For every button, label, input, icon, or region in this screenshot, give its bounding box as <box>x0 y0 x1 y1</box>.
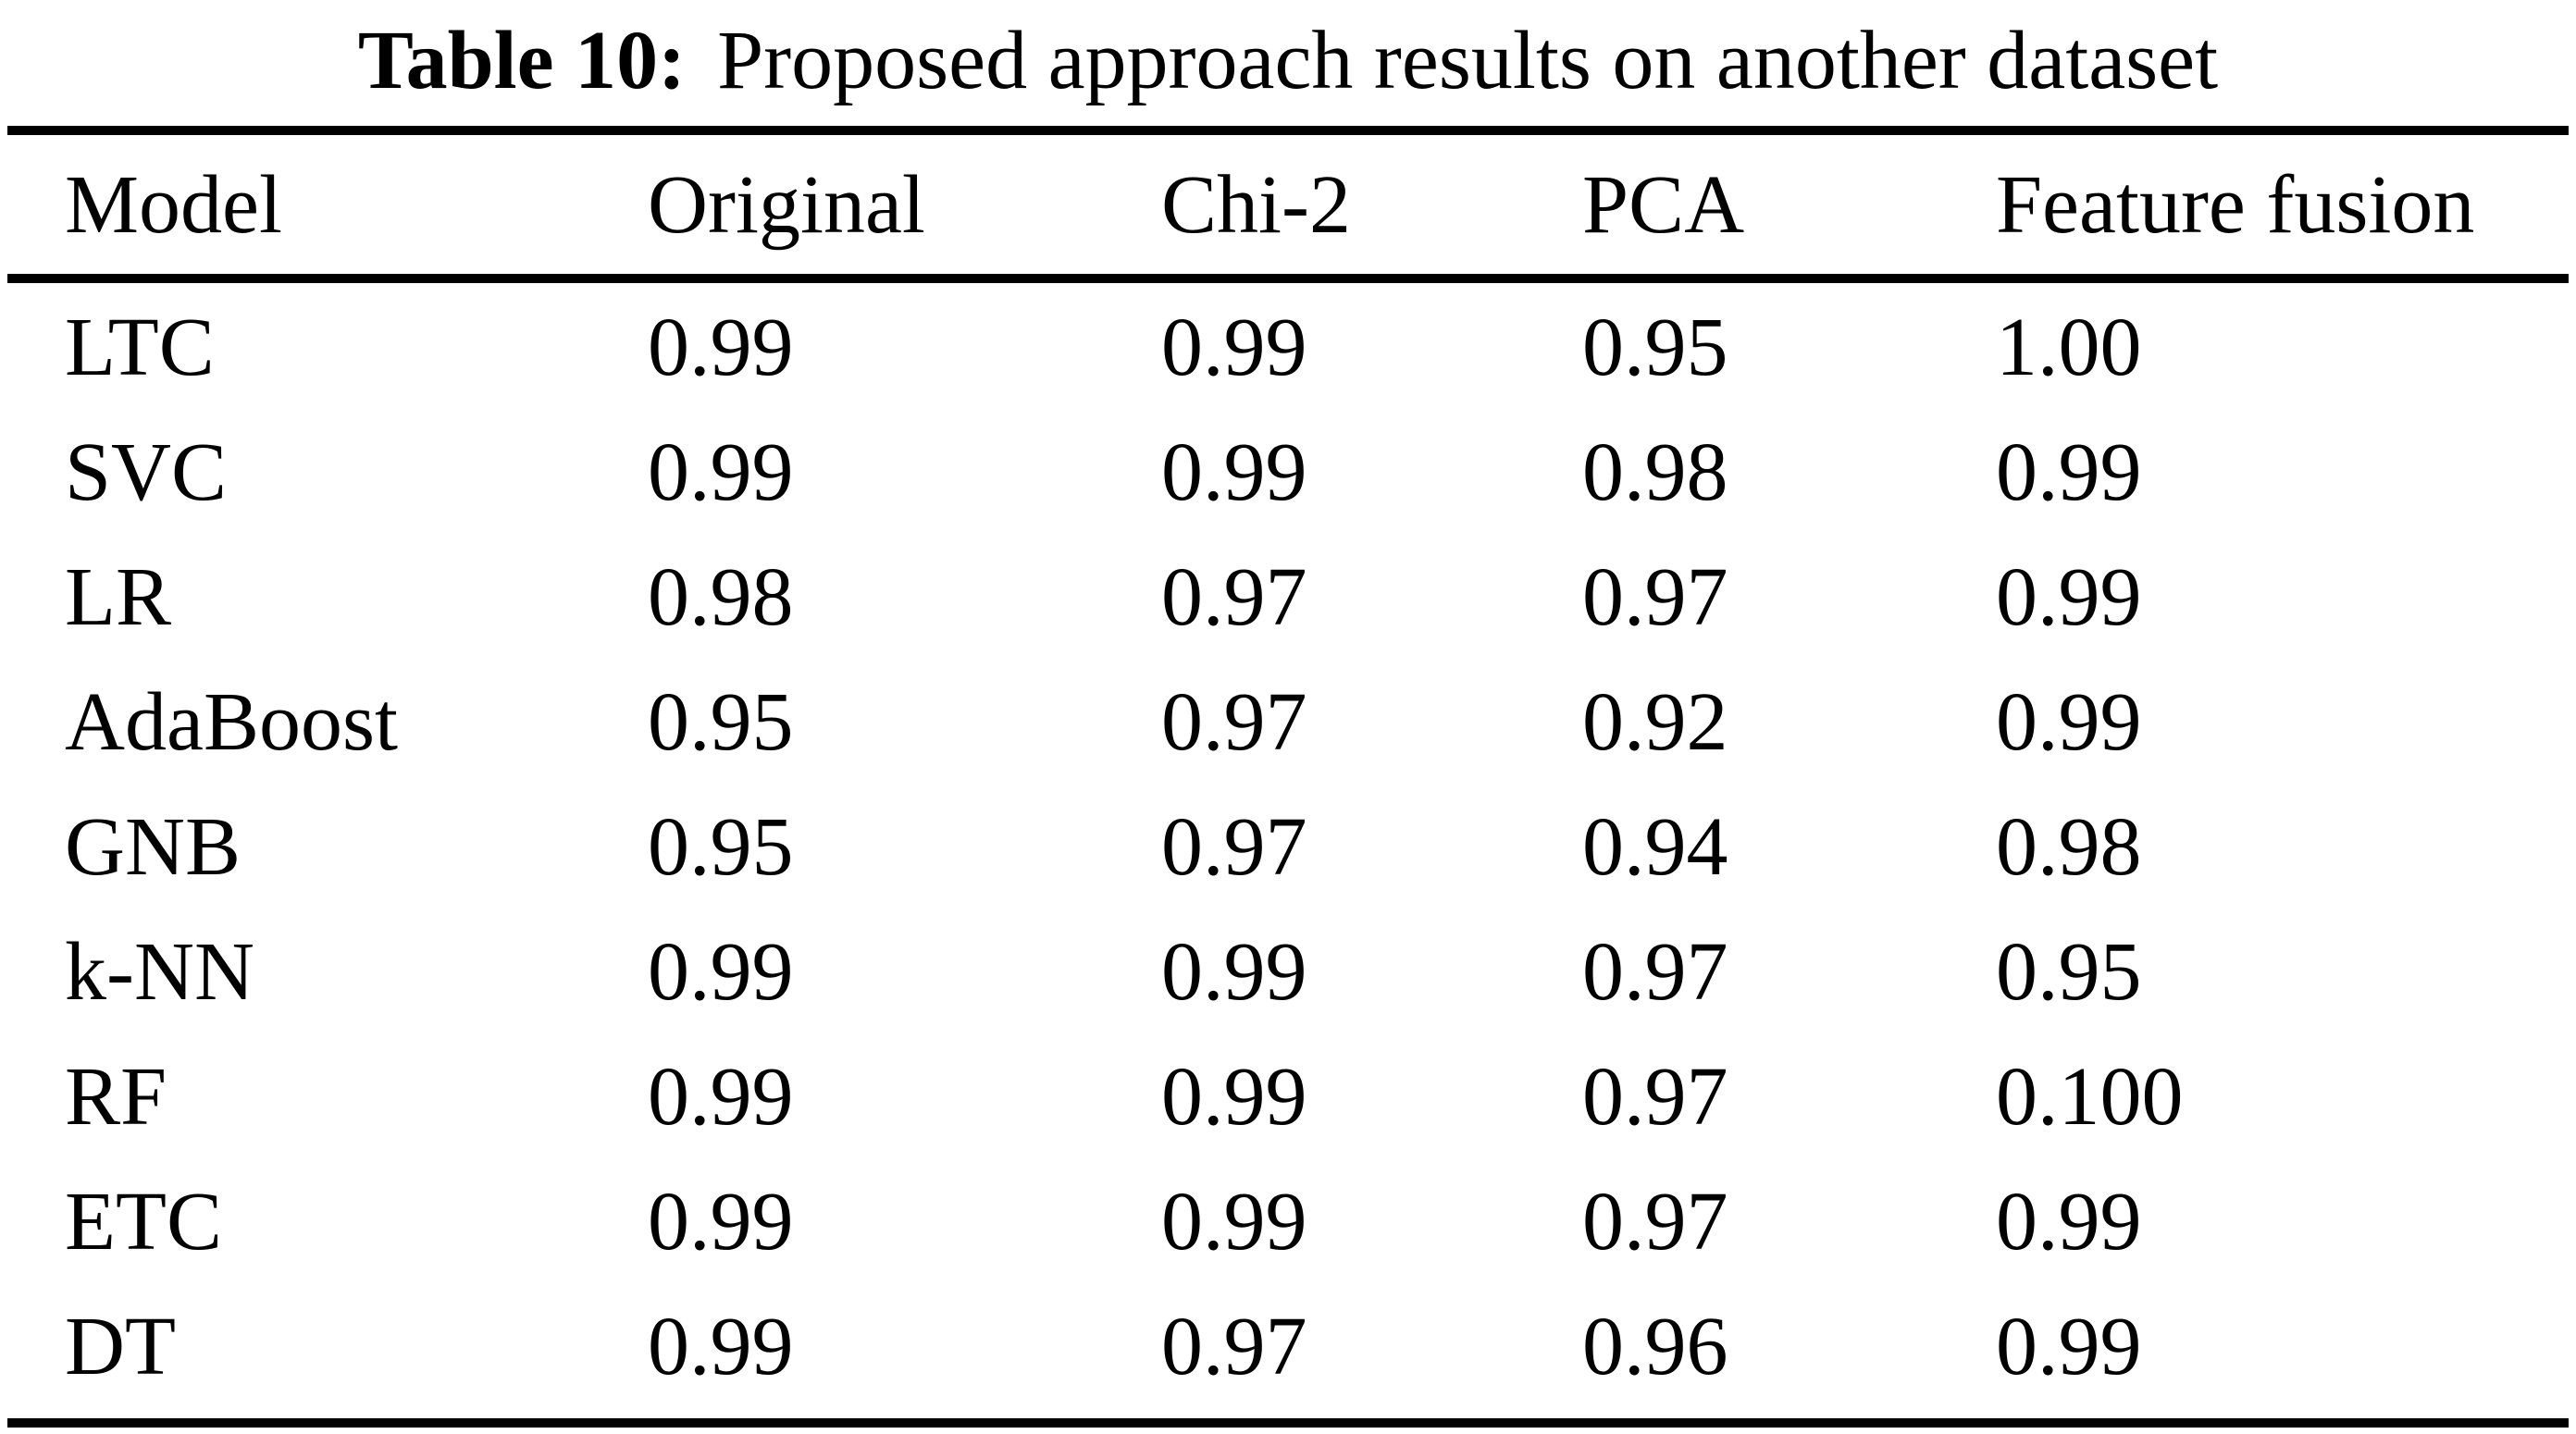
table-row: RF 0.99 0.99 0.97 0.100 <box>0 1034 2576 1159</box>
value-original: 0.95 <box>648 676 794 768</box>
value-chi2: 0.97 <box>1161 676 1307 768</box>
value-chi2: 0.99 <box>1161 1176 1307 1267</box>
value-pca: 0.98 <box>1582 426 1728 518</box>
table-header-row: Model Original Chi-2 PCA Feature fusion <box>0 135 2576 274</box>
column-header-feature-fusion: Feature fusion <box>1996 158 2475 251</box>
value-pca: 0.97 <box>1582 1176 1728 1267</box>
value-feature-fusion: 0.99 <box>1996 676 2142 768</box>
table-row: k-NN 0.99 0.99 0.97 0.95 <box>0 909 2576 1034</box>
value-original: 0.95 <box>648 801 794 893</box>
value-feature-fusion: 0.98 <box>1996 801 2142 893</box>
table-row: LTC 0.99 0.99 0.95 1.00 <box>0 285 2576 410</box>
value-feature-fusion: 0.99 <box>1996 426 2142 518</box>
model-name: RF <box>65 1051 167 1143</box>
column-header-model: Model <box>65 158 282 251</box>
value-feature-fusion: 0.99 <box>1996 551 2142 643</box>
value-chi2: 0.99 <box>1161 926 1307 1018</box>
model-name: k-NN <box>65 926 254 1018</box>
model-name: DT <box>65 1301 176 1392</box>
table-top-rule <box>7 126 2569 135</box>
model-name: ETC <box>65 1176 222 1267</box>
value-chi2: 0.99 <box>1161 1051 1307 1143</box>
column-header-original: Original <box>648 158 925 251</box>
value-pca: 0.97 <box>1582 1051 1728 1143</box>
table-row: LR 0.98 0.97 0.97 0.99 <box>0 535 2576 660</box>
table-caption: Table 10: Proposed approach results on a… <box>0 0 2576 120</box>
column-header-pca: PCA <box>1582 158 1745 251</box>
table-body: LTC 0.99 0.99 0.95 1.00 SVC 0.99 0.99 0.… <box>0 283 2576 1409</box>
table-row: SVC 0.99 0.99 0.98 0.99 <box>0 410 2576 535</box>
model-name: GNB <box>65 801 242 893</box>
value-feature-fusion: 0.99 <box>1996 1176 2142 1267</box>
table-caption-label: Table 10: <box>357 14 687 106</box>
value-chi2: 0.97 <box>1161 551 1307 643</box>
value-original: 0.99 <box>648 302 794 393</box>
value-pca: 0.96 <box>1582 1301 1728 1392</box>
table-caption-text: Proposed approach results on another dat… <box>717 14 2219 106</box>
value-original: 0.99 <box>648 1051 794 1143</box>
value-pca: 0.95 <box>1582 302 1728 393</box>
value-chi2: 0.97 <box>1161 801 1307 893</box>
bottom-spacer <box>0 1409 2576 1418</box>
table-row: ETC 0.99 0.99 0.97 0.99 <box>0 1159 2576 1284</box>
table-row: DT 0.99 0.97 0.96 0.99 <box>0 1284 2576 1409</box>
table-row: GNB 0.95 0.97 0.94 0.98 <box>0 785 2576 909</box>
table-header-rule <box>7 274 2569 283</box>
value-feature-fusion: 0.100 <box>1996 1051 2184 1143</box>
table-row: AdaBoost 0.95 0.97 0.92 0.99 <box>0 660 2576 785</box>
value-feature-fusion: 0.99 <box>1996 1301 2142 1392</box>
model-name: LR <box>65 551 172 643</box>
value-feature-fusion: 0.95 <box>1996 926 2142 1018</box>
model-name: LTC <box>65 302 215 393</box>
value-pca: 0.94 <box>1582 801 1728 893</box>
table-bottom-rule <box>7 1418 2569 1428</box>
value-original: 0.99 <box>648 1301 794 1392</box>
value-chi2: 0.97 <box>1161 1301 1307 1392</box>
value-original: 0.99 <box>648 1176 794 1267</box>
value-chi2: 0.99 <box>1161 302 1307 393</box>
value-original: 0.99 <box>648 926 794 1018</box>
value-chi2: 0.99 <box>1161 426 1307 518</box>
model-name: SVC <box>65 426 228 518</box>
value-pca: 0.92 <box>1582 676 1728 768</box>
value-feature-fusion: 1.00 <box>1996 302 2142 393</box>
value-original: 0.99 <box>648 426 794 518</box>
value-pca: 0.97 <box>1582 551 1728 643</box>
value-pca: 0.97 <box>1582 926 1728 1018</box>
column-header-chi2: Chi-2 <box>1161 158 1352 251</box>
model-name: AdaBoost <box>65 676 398 768</box>
value-original: 0.98 <box>648 551 794 643</box>
